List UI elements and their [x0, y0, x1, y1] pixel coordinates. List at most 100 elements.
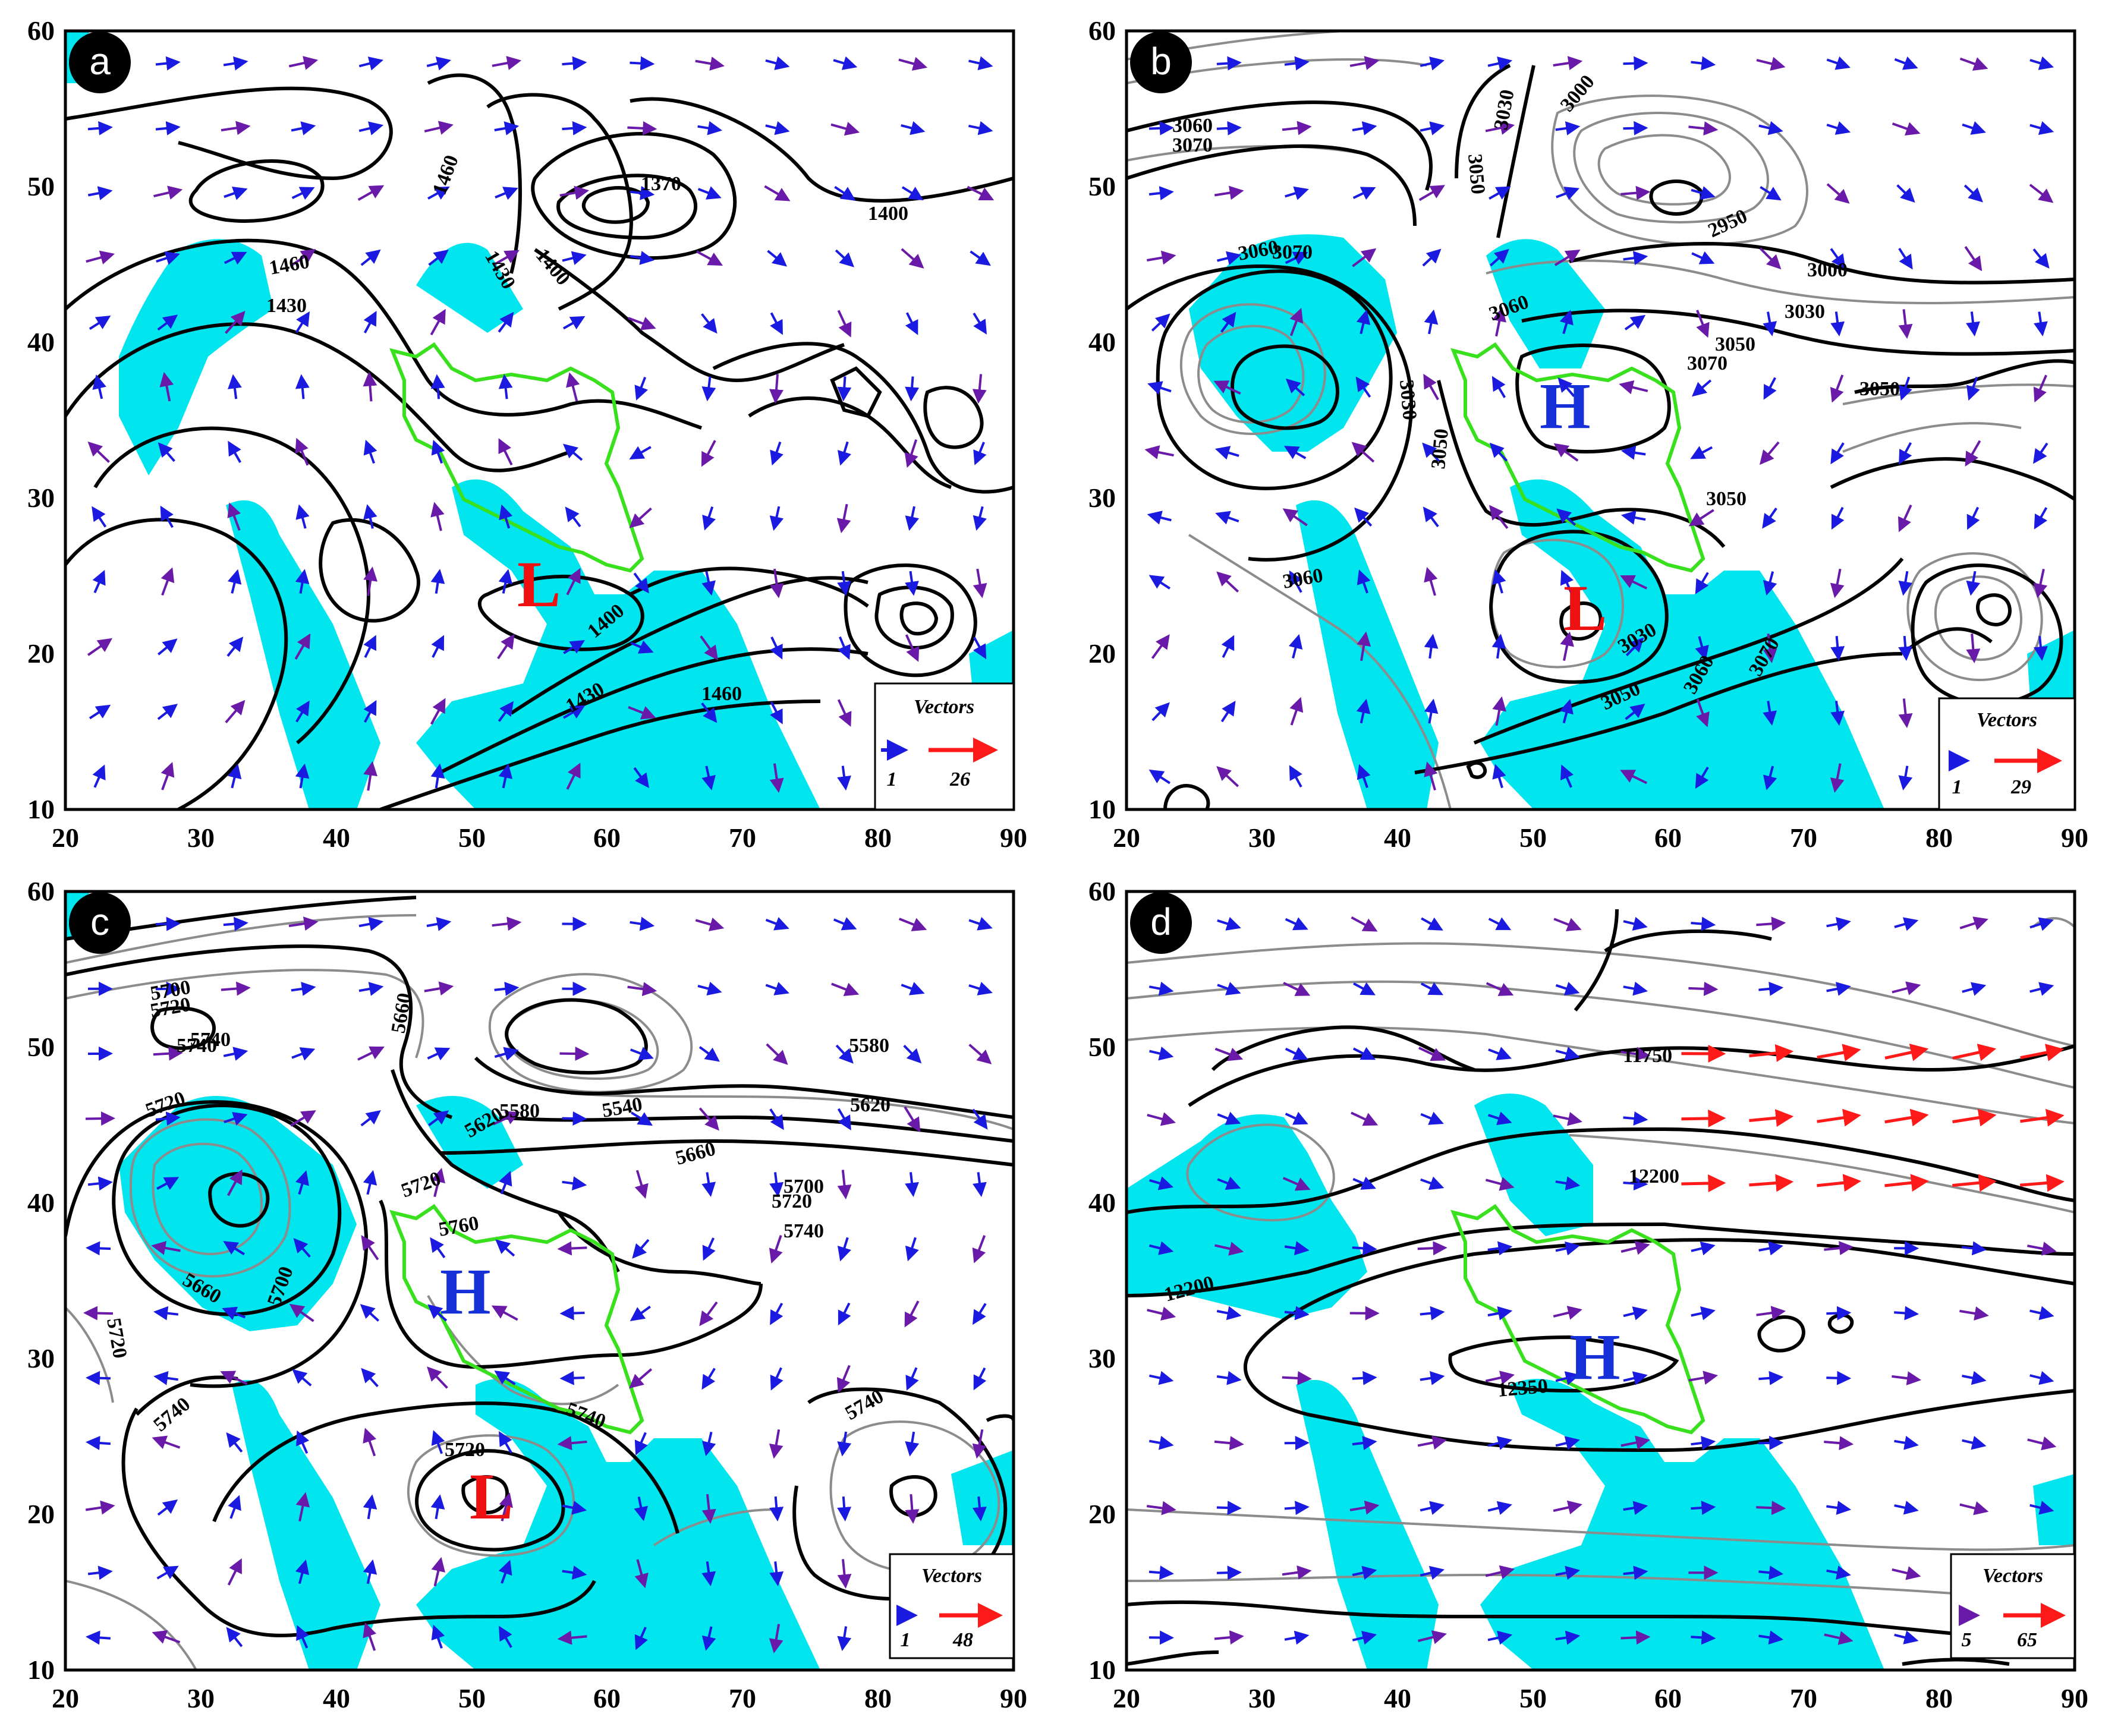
- x-tick-label: 60: [593, 1683, 621, 1713]
- panel-d-badge-label: d: [1150, 900, 1172, 943]
- wind-vector-arrow: [701, 765, 716, 790]
- wind-vector-arrow: [1620, 445, 1646, 460]
- wind-vector-arrow: [157, 704, 178, 720]
- wind-vector-arrow: [1826, 982, 1851, 996]
- wind-vector-arrow: [1216, 1370, 1242, 1385]
- wind-vector-arrow: [1756, 1306, 1786, 1321]
- wind-vector-arrow: [904, 439, 918, 468]
- wind-vector-arrow: [1963, 184, 1983, 203]
- wind-vector-arrow: [295, 700, 310, 723]
- wind-vector-arrow: [695, 56, 725, 71]
- wind-vector-arrow: [363, 1428, 377, 1457]
- wind-vector-arrow: [361, 1368, 379, 1388]
- wind-vector-arrow: [1830, 701, 1845, 726]
- wind-vector-arrow: [1356, 309, 1371, 335]
- wind-vector-arrow: [152, 1435, 181, 1450]
- wind-vector-arrow: [1487, 1436, 1512, 1450]
- wind-vector-arrow: [769, 1496, 784, 1521]
- wind-vector-arrow: [1620, 1630, 1651, 1645]
- black-circle-badge: [69, 31, 131, 93]
- wind-vector-arrow: [1896, 184, 1915, 203]
- wind-vector-arrow: [1763, 634, 1777, 663]
- x-tick-label: 20: [52, 1683, 79, 1713]
- wind-vector-arrow: [973, 637, 987, 660]
- wind-vector-arrow: [430, 1237, 446, 1259]
- wind-vector-arrow: [295, 1170, 309, 1195]
- wind-vector-arrow: [87, 441, 110, 463]
- wind-vector-arrow: [1623, 1306, 1648, 1321]
- wind-vector-arrow: [905, 1172, 919, 1198]
- wind-vector-arrow: [1691, 916, 1716, 931]
- wind-vector-arrow: [701, 1494, 716, 1524]
- wind-vector-arrow: [426, 916, 452, 931]
- wind-vector-arrow: [697, 121, 723, 136]
- wind-vector-arrow: [495, 187, 518, 200]
- x-tick-label: 80: [864, 823, 892, 853]
- wind-vector-arrow: [634, 376, 648, 401]
- wind-vector-arrow: [1762, 508, 1777, 529]
- wind-vector-arrow: [634, 1170, 649, 1199]
- wind-vector-arrow: [973, 1367, 987, 1391]
- wind-vector-arrow: [1420, 1501, 1445, 1515]
- wind-vector-arrow: [493, 250, 520, 266]
- wind-vector-arrow: [562, 121, 587, 136]
- wind-vector-arrow: [431, 439, 445, 464]
- wind-vector-arrow: [1352, 1241, 1377, 1256]
- wind-vector-arrow: [562, 1176, 587, 1191]
- contour-label: 3050: [1859, 378, 1900, 400]
- wind-vector-arrow: [1148, 1435, 1174, 1450]
- wind-vector-arrow: [1620, 770, 1647, 784]
- wind-vector-arrow: [295, 504, 310, 529]
- wind-vector-arrow: [1696, 310, 1710, 338]
- panel-a-contours: [65, 73, 1014, 809]
- wind-vector-arrow: [1824, 1631, 1854, 1645]
- wind-vector-arrow: [1560, 764, 1574, 788]
- wind-vector-arrow: [633, 572, 649, 594]
- wind-vector-arrow: [2029, 56, 2054, 70]
- wind-vector-arrow: [1758, 1435, 1784, 1450]
- wind-vector-arrow: [1826, 183, 1850, 204]
- wind-vector-arrow: [557, 1241, 587, 1256]
- wind-vector-arrow: [1688, 509, 1714, 527]
- wind-vector-arrow: [1288, 634, 1303, 659]
- wind-vector-arrow: [357, 185, 385, 201]
- wind-vector-arrow: [837, 376, 852, 402]
- contour-label: 5580: [499, 1100, 540, 1122]
- panel-c-vector-legend: Vectors 1 48: [889, 1553, 1015, 1659]
- wind-vector-arrow: [153, 1046, 183, 1061]
- wind-vector-arrow: [1892, 981, 1921, 995]
- wind-vector-arrow: [1352, 121, 1377, 136]
- wind-vector-arrow: [1215, 511, 1239, 525]
- wind-vector-arrow: [1623, 1371, 1648, 1385]
- wind-vector-arrow: [905, 1431, 920, 1457]
- x-tick-label: 90: [2061, 823, 2088, 853]
- wind-vector-arrow: [562, 251, 587, 265]
- wind-vector-arrow: [1555, 1436, 1580, 1450]
- wind-vector-arrow: [1763, 765, 1777, 790]
- wind-vector-arrow: [765, 982, 789, 995]
- wind-vector-arrow: [1149, 1047, 1174, 1061]
- wind-vector-arrow: [431, 635, 445, 658]
- wind-vector-arrow: [1696, 698, 1710, 727]
- wind-vector-arrow: [1424, 309, 1439, 335]
- legend-max-value: 48: [952, 1629, 973, 1651]
- contour-label: 5740: [783, 1220, 824, 1242]
- wind-vector-arrow: [1354, 507, 1373, 527]
- wind-vector-arrow: [1352, 1370, 1377, 1385]
- wind-vector-arrow: [1898, 765, 1913, 791]
- wind-vector-arrow: [358, 121, 384, 136]
- wind-vector-arrow: [491, 1305, 518, 1321]
- panel-d-frame: [1125, 890, 2076, 1672]
- wind-vector-arrow: [837, 636, 851, 660]
- wind-vector-arrow: [831, 982, 860, 997]
- wind-vector-arrow: [430, 308, 446, 336]
- wind-vector-arrow: [837, 1431, 852, 1457]
- wind-vector-arrow: [1353, 982, 1376, 995]
- wind-vector-arrow: [2033, 374, 2047, 403]
- wind-vector-arrow: [973, 442, 987, 465]
- wind-vector-arrow: [1884, 1044, 1929, 1061]
- wind-vector-arrow: [770, 441, 783, 466]
- wind-vector-arrow: [1758, 1241, 1783, 1256]
- wind-vector-arrow: [1892, 122, 1921, 136]
- wind-vector-arrow: [972, 1429, 987, 1459]
